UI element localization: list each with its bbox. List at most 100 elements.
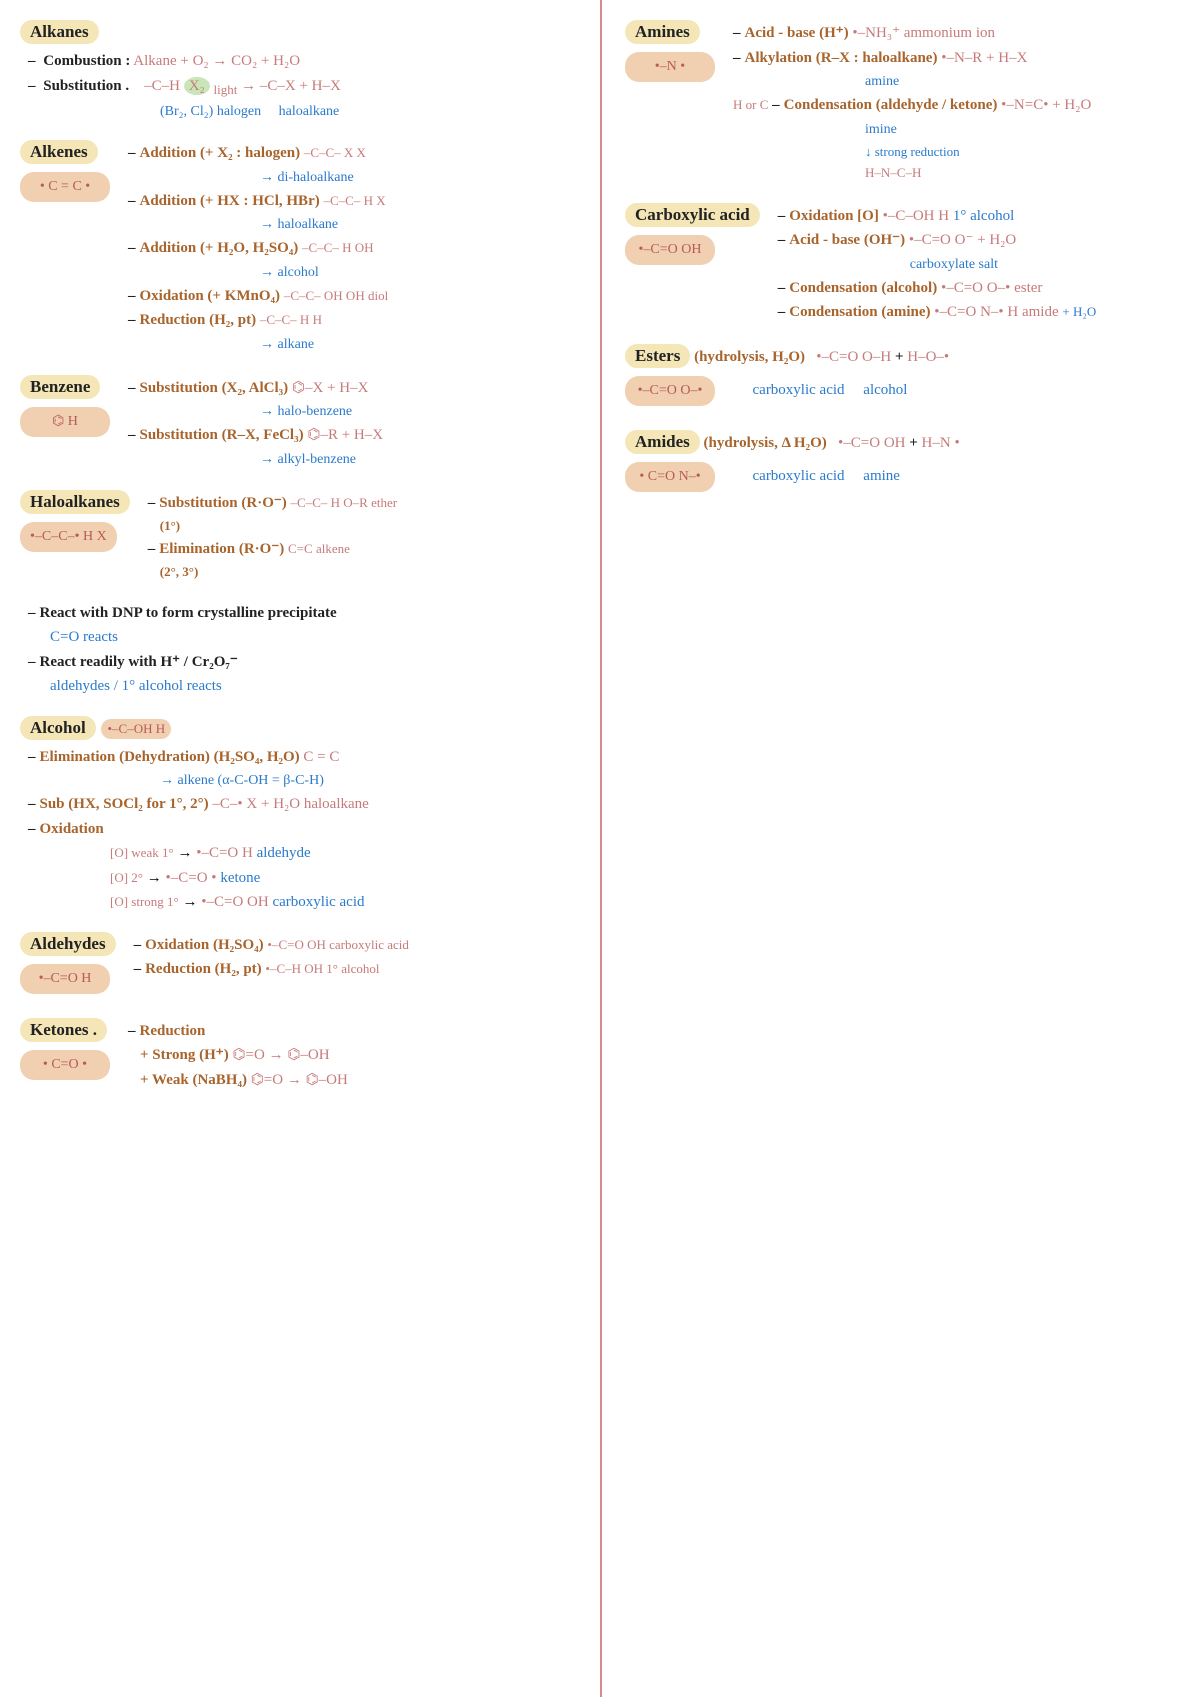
section-aldehydes: Aldehydes •–C=O H –Oxidation (H₂SO₄) •–C…	[20, 932, 580, 1000]
note: amine	[865, 71, 1185, 92]
product: –C–X + H–X	[260, 78, 341, 94]
prod: H–O–•	[907, 349, 949, 365]
rxn: Addition (+ HX : HCl, HBr)	[140, 193, 320, 209]
struct-amine: •–N •	[625, 52, 715, 82]
name: alcohol	[863, 382, 907, 398]
equation: Alkane + O₂ → CO₂ + H₂O	[133, 53, 300, 69]
section-ketones: Ketones . • C=O • –Reduction + Strong (H…	[20, 1018, 580, 1094]
prod: C = C	[303, 749, 339, 765]
section-tests: –React with DNP to form crystalline prec…	[20, 602, 580, 698]
condition: light	[214, 82, 238, 97]
heading-haloalkanes: Haloalkanes	[20, 490, 130, 514]
plus: +	[895, 349, 904, 365]
cond: [O] 2°	[110, 870, 143, 885]
test: React with DNP to form crystalline preci…	[40, 605, 337, 621]
rxn: Substitution (R–X, FeCl₃)	[140, 427, 304, 443]
label: Substitution .	[43, 78, 129, 94]
prod: –C–C– H OH	[302, 240, 374, 255]
rxn: Acid - base (H⁺)	[745, 25, 849, 41]
rxn: Oxidation (+ KMnO₄)	[140, 288, 281, 304]
note: → alkene (α-C-OH = β-C-H)	[160, 770, 580, 791]
note: → alkane	[260, 334, 580, 355]
prod: •–C=O OH carboxylic acid	[267, 937, 408, 952]
prod: •–C=O •	[166, 870, 217, 886]
prod: ⌬=O → ⌬–OH	[251, 1072, 348, 1088]
note: → alkyl-benzene	[260, 449, 580, 470]
prod: •–C–H OH 1° alcohol	[265, 961, 379, 976]
rxn: Reduction (H₂, pt)	[145, 961, 262, 977]
note: haloalkane	[279, 104, 340, 119]
note: (Br₂, Cl₂) halogen	[160, 104, 261, 119]
name: 1° alcohol	[953, 208, 1014, 224]
struct-aldehyde: •–C=O H	[20, 964, 110, 994]
struct-ketone: • C=O •	[20, 1050, 110, 1080]
rxn: Substitution (R·O⁻)	[159, 495, 287, 511]
cond: [O] strong 1°	[110, 894, 179, 909]
rxn: Elimination (R·O⁻)	[159, 541, 284, 557]
rxn: Elimination (Dehydration) (H₂SO₄, H₂O)	[40, 749, 300, 765]
prod: ⌬=O → ⌬–OH	[232, 1047, 329, 1063]
prod: •–C=O O–H	[816, 349, 891, 365]
rxn: Reduction	[140, 1023, 206, 1039]
cond: (hydrolysis, Δ H₂O)	[704, 435, 827, 451]
note: → halo-benzene	[260, 401, 580, 422]
heading-esters: Esters	[625, 344, 690, 368]
prod: •–C=O N–• H amide	[934, 304, 1058, 320]
section-alkanes: Alkanes – Combustion : Alkane + O₂ → CO₂…	[20, 20, 580, 122]
cond: [O] weak 1°	[110, 845, 174, 860]
rxn: Oxidation (H₂SO₄)	[145, 937, 264, 953]
section-esters: Esters (hydrolysis, H₂O) •–C=O O–H + H–O…	[625, 344, 1185, 412]
label: Combustion :	[43, 53, 130, 69]
rxn: Reduction (H₂, pt)	[140, 312, 257, 328]
prod: •–N–R + H–X	[941, 50, 1027, 66]
note: ↓ strong reduction	[865, 142, 1185, 162]
note: → haloalkane	[260, 214, 580, 235]
prod: –C–• X + H₂O haloalkane	[212, 796, 368, 812]
note: aldehydes / 1° alcohol reacts	[50, 675, 580, 698]
section-benzene: Benzene ⌬ H –Substitution (X₂, AlCl₃) ⌬–…	[20, 375, 580, 472]
lead: H or C	[733, 97, 768, 112]
prod: •–N=C• + H₂O	[1001, 97, 1091, 113]
plus: +	[909, 435, 918, 451]
heading-benzene: Benzene	[20, 375, 100, 399]
heading-ketones: Ketones .	[20, 1018, 107, 1042]
name: aldehyde	[257, 845, 311, 861]
struct-alcohol: •–C–OH H	[101, 719, 171, 739]
name: carboxylic acid	[753, 468, 845, 484]
struct-haloalkane: •–C–C–• H X	[20, 522, 117, 552]
cond: (hydrolysis, H₂O)	[694, 349, 805, 365]
prod: •–C=O O–• ester	[941, 280, 1042, 296]
prod: ⌬–R + H–X	[307, 427, 383, 443]
section-alkenes: Alkenes • C = C • –Addition (+ X₂ : halo…	[20, 140, 580, 357]
name: ketone	[220, 870, 260, 886]
name: carboxylic acid	[753, 382, 845, 398]
note: + H₂O	[1062, 304, 1096, 319]
heading-aldehydes: Aldehydes	[20, 932, 116, 956]
rxn: Oxidation	[40, 821, 104, 837]
rxn: Sub (HX, SOCl₂ for 1°, 2°)	[40, 796, 209, 812]
struct-benzene: ⌬ H	[20, 407, 110, 437]
struct-alkene: • C = C •	[20, 172, 110, 202]
name: amine	[863, 468, 900, 484]
note: carboxylate salt	[910, 254, 1185, 275]
section-alcohol: Alcohol •–C–OH H –Elimination (Dehydrati…	[20, 716, 580, 914]
rxn: Addition (+ H₂O, H₂SO₄)	[140, 240, 299, 256]
prod: H–N •	[922, 435, 960, 451]
prod: •–C=O O⁻ + H₂O	[909, 232, 1016, 248]
rxn: Alkylation (R–X : haloalkane)	[745, 50, 938, 66]
prod: –C–C– H X	[323, 193, 385, 208]
prod: –C–C– OH OH diol	[284, 288, 388, 303]
note: → alcohol	[260, 262, 580, 283]
struct-amide: • C=O N–•	[625, 462, 715, 492]
note: imine	[865, 119, 1185, 140]
heading-amines: Amines	[625, 20, 700, 44]
prod: C=C alkene	[288, 541, 350, 556]
prod: ⌬–X + H–X	[292, 380, 369, 396]
heading-alcohol: Alcohol	[20, 716, 96, 740]
struct-ester: •–C=O O–•	[625, 376, 715, 406]
prod: –C–C– H O–R ether	[291, 495, 398, 510]
prod: –C–C– X X	[304, 145, 366, 160]
section-carboxylic: Carboxylic acid •–C=O OH –Oxidation [O] …	[625, 203, 1185, 326]
section-haloalkanes: Haloalkanes •–C–C–• H X –Substitution (R…	[20, 490, 580, 584]
cond: + Strong (H⁺)	[140, 1047, 229, 1063]
